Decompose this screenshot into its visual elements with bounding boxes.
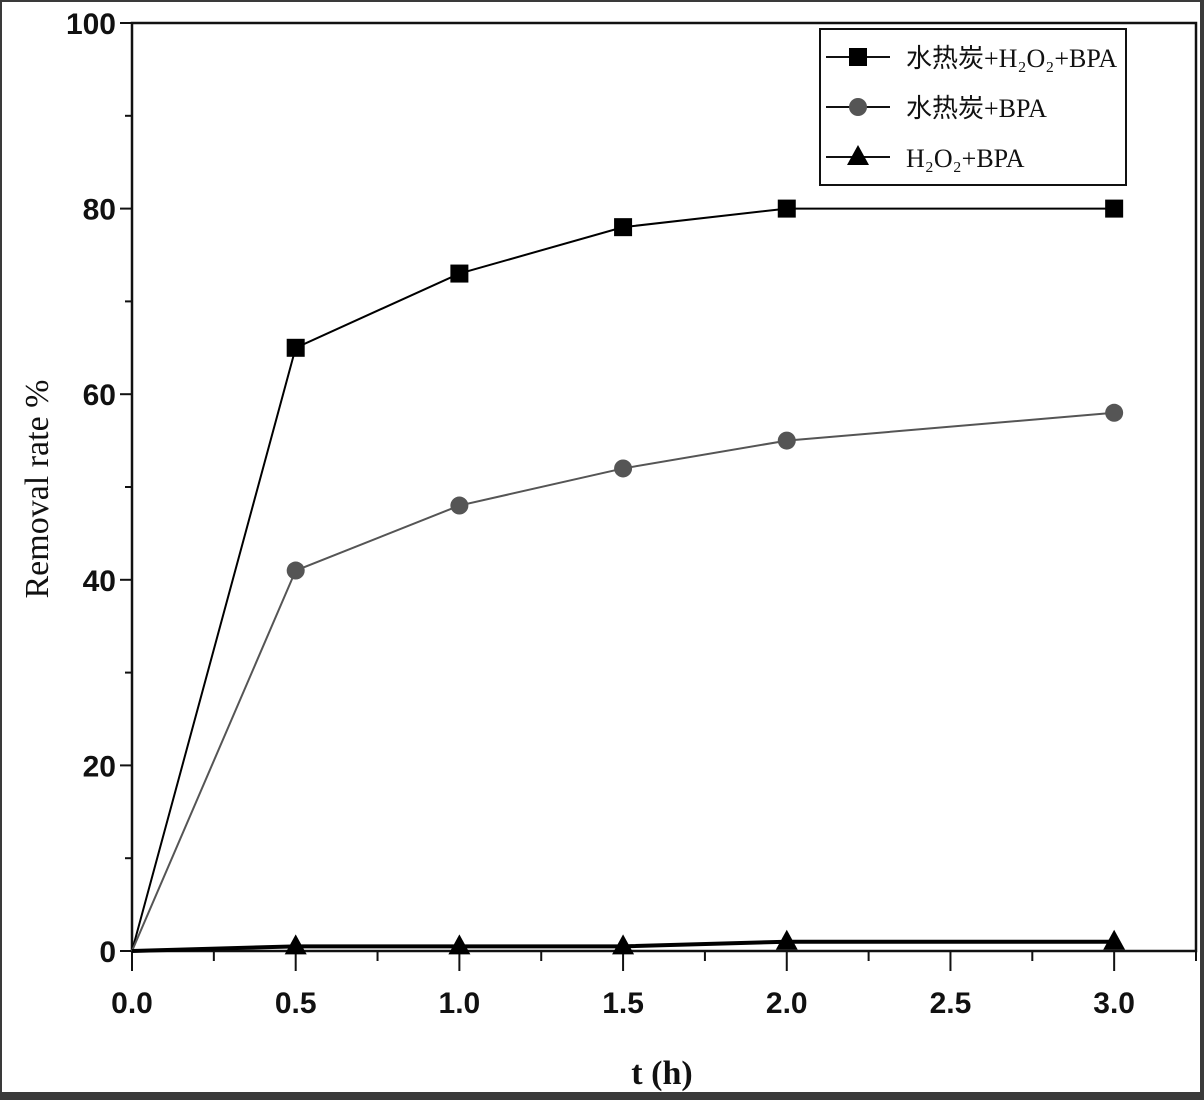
y-tick-label: 80 bbox=[83, 194, 116, 227]
y-tick-label: 100 bbox=[66, 8, 116, 41]
data-point-triangle bbox=[612, 934, 635, 955]
data-point-circle bbox=[777, 431, 796, 450]
data-point-circle bbox=[614, 459, 633, 478]
x-tick-label: 2.0 bbox=[766, 987, 808, 1020]
legend-circle-icon bbox=[849, 98, 867, 116]
data-point-triangle bbox=[448, 934, 471, 955]
x-tick-label: 2.5 bbox=[930, 987, 972, 1020]
x-tick-label: 3.0 bbox=[1093, 987, 1135, 1020]
legend-label: 水热炭+BPA bbox=[906, 94, 1047, 123]
y-tick-label: 40 bbox=[83, 565, 116, 598]
series-square bbox=[131, 199, 1124, 952]
data-point-square bbox=[777, 199, 796, 218]
legend-triangle-icon bbox=[847, 145, 869, 165]
x-tick-label: 1.5 bbox=[602, 987, 644, 1020]
series-line bbox=[131, 411, 1115, 952]
legend-label: 水热炭+H₂O₂+BPA bbox=[906, 44, 1117, 73]
y-tick-label: 20 bbox=[83, 750, 116, 783]
data-point-triangle bbox=[284, 934, 307, 955]
data-point-square bbox=[1105, 199, 1124, 218]
data-point-triangle bbox=[1103, 929, 1126, 950]
x-axis-label: t (h) bbox=[631, 1055, 692, 1092]
y-tick-label: 60 bbox=[83, 379, 116, 412]
y-tick-label: 0 bbox=[99, 936, 116, 969]
legend: 水热炭+H₂O₂+BPA 水热炭+BPA H₂O₂+BPA bbox=[819, 28, 1127, 186]
data-point-square bbox=[614, 218, 633, 237]
series-line bbox=[131, 207, 1115, 952]
y-axis-label: Removal rate % bbox=[19, 379, 56, 598]
data-point-circle bbox=[286, 561, 305, 580]
data-point-square bbox=[450, 264, 469, 283]
data-point-circle bbox=[1105, 403, 1124, 422]
data-point-circle bbox=[450, 496, 469, 515]
series-line bbox=[131, 939, 1115, 953]
series-triangle bbox=[131, 929, 1126, 955]
data-point-square bbox=[286, 338, 305, 357]
data-point-triangle bbox=[775, 929, 798, 950]
x-tick-label: 0.0 bbox=[111, 987, 153, 1020]
legend-label: H₂O₂+BPA bbox=[906, 144, 1025, 173]
legend-square-icon bbox=[849, 48, 867, 66]
x-tick-label: 1.0 bbox=[439, 987, 481, 1020]
x-tick-label: 0.5 bbox=[275, 987, 317, 1020]
series-circle bbox=[131, 403, 1124, 952]
